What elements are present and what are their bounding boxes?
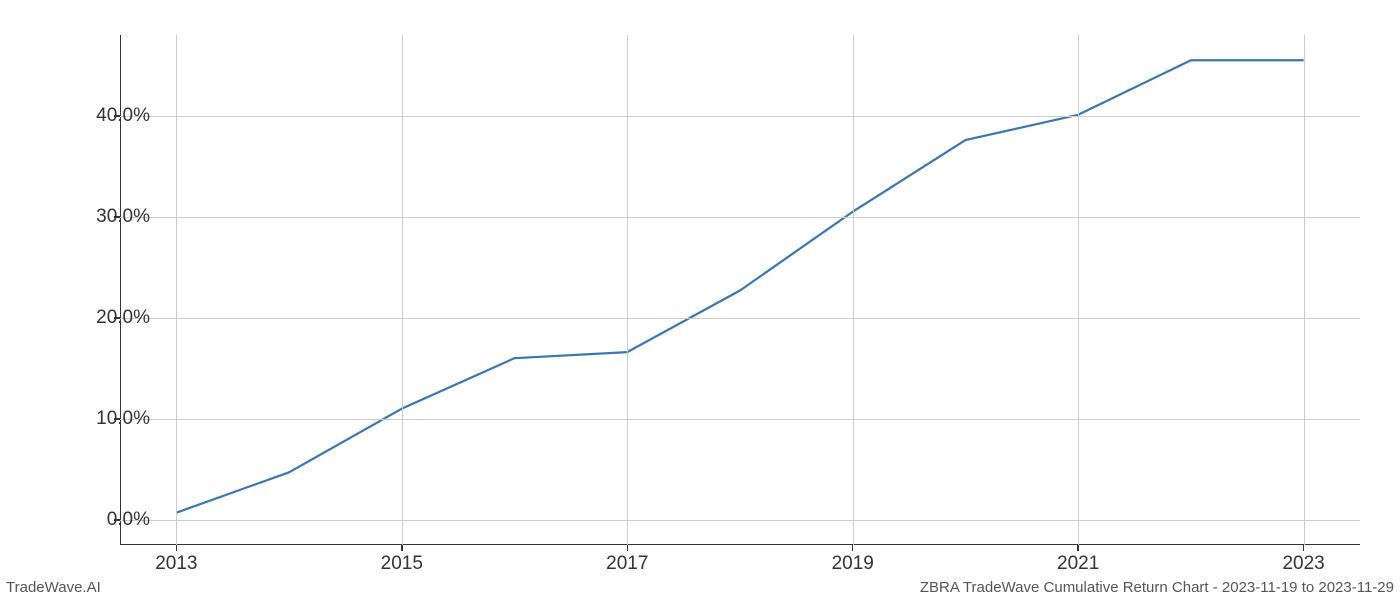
x-tick-mark <box>1303 545 1305 551</box>
grid-line-vertical <box>627 35 628 545</box>
x-tick-mark <box>627 545 629 551</box>
x-tick-mark <box>176 545 178 551</box>
x-tick-label: 2019 <box>832 553 874 575</box>
grid-line-horizontal <box>120 520 1360 521</box>
footer-left-text: TradeWave.AI <box>6 579 101 596</box>
x-tick-mark <box>401 545 403 551</box>
x-tick-label: 2015 <box>381 553 423 575</box>
footer-right-text: ZBRA TradeWave Cumulative Return Chart -… <box>920 579 1394 596</box>
grid-line-vertical <box>853 35 854 545</box>
grid-line-vertical <box>402 35 403 545</box>
grid-line-vertical <box>1078 35 1079 545</box>
grid-line-horizontal <box>120 419 1360 420</box>
chart-plot-area <box>120 35 1360 545</box>
y-tick-label: 40.0% <box>50 105 150 127</box>
y-tick-label: 20.0% <box>50 307 150 329</box>
grid-line-horizontal <box>120 318 1360 319</box>
x-tick-label: 2013 <box>155 553 197 575</box>
grid-line-vertical <box>1304 35 1305 545</box>
line-series-svg <box>120 35 1360 545</box>
grid-line-vertical <box>176 35 177 545</box>
x-tick-mark <box>1077 545 1079 551</box>
grid-line-horizontal <box>120 116 1360 117</box>
x-tick-mark <box>852 545 854 551</box>
x-tick-label: 2017 <box>606 553 648 575</box>
grid-line-horizontal <box>120 217 1360 218</box>
y-tick-label: 10.0% <box>50 408 150 430</box>
y-tick-label: 0.0% <box>50 509 150 531</box>
return-line-series <box>176 60 1303 512</box>
y-tick-label: 30.0% <box>50 206 150 228</box>
x-tick-label: 2023 <box>1282 553 1324 575</box>
x-tick-label: 2021 <box>1057 553 1099 575</box>
